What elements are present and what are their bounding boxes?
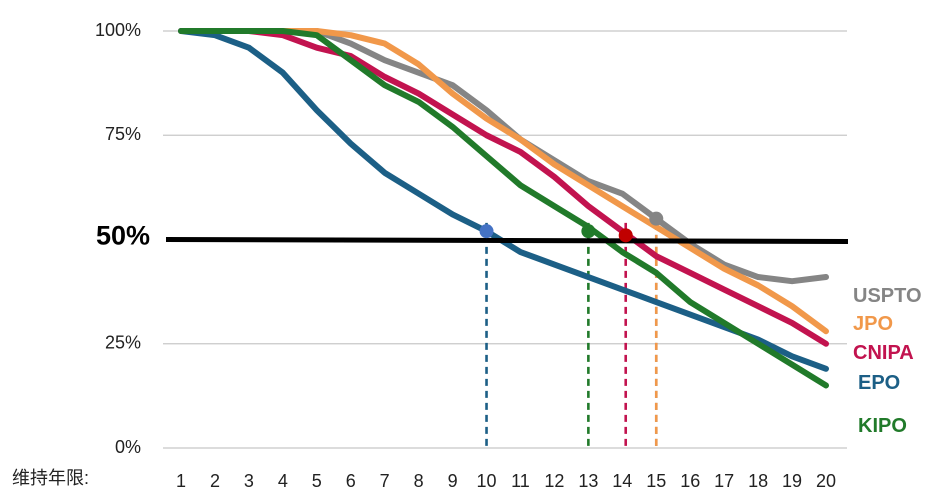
x-tick-label: 13: [578, 471, 598, 490]
y-tick-label: 75%: [105, 124, 141, 144]
y-tick-label: 25%: [105, 333, 141, 353]
x-tick-label: 10: [477, 471, 497, 490]
x-tick-label: 16: [680, 471, 700, 490]
x-tick-label: 7: [380, 471, 390, 490]
series-lines: [178, 28, 829, 389]
half-life-marker: [479, 224, 494, 239]
y-tick-label: 100%: [95, 20, 141, 40]
x-tick-label: 20: [816, 471, 836, 490]
x-tick-label: 8: [414, 471, 424, 490]
x-tick-label: 19: [782, 471, 802, 490]
x-tick-label: 4: [278, 471, 288, 490]
series-label: CNIPA: [853, 342, 914, 364]
half-life-markers: [479, 211, 664, 243]
x-tick-label: 18: [748, 471, 768, 490]
x-tick-label: 5: [312, 471, 322, 490]
reference-line-group: 50%: [96, 221, 849, 251]
reference-line-label: 50%: [96, 221, 150, 251]
reference-line: [165, 237, 849, 244]
x-tick-label: 12: [544, 471, 564, 490]
half-life-marker: [649, 211, 664, 226]
x-tick-label: 14: [612, 471, 632, 490]
x-tick-label: 2: [210, 471, 220, 490]
series-label: JPO: [853, 313, 893, 335]
series-labels: USPTO JPO CNIPA EPO KIPO: [853, 285, 922, 437]
x-tick-label: 6: [346, 471, 356, 490]
series-line: [178, 28, 829, 347]
series-line: [178, 28, 829, 335]
y-axis-ticks: 0% 25% 75% 100%: [95, 20, 141, 457]
series-label: EPO: [858, 372, 900, 394]
x-tick-label: 1: [176, 471, 186, 490]
half-life-marker: [581, 224, 596, 239]
series-label: USPTO: [853, 285, 922, 307]
series-label: KIPO: [858, 415, 907, 437]
x-axis-ticks: 1 2 3 4 5 6 7 8 9 10 11 12 13 14 15 16 17 18 19 20: [176, 471, 836, 490]
x-axis-label: 维持年限:: [12, 468, 89, 488]
series-line: [178, 28, 829, 389]
x-tick-label: 9: [448, 471, 458, 490]
x-tick-label: 17: [714, 471, 734, 490]
series-line: [178, 28, 829, 372]
half-life-drop-lines: [485, 222, 658, 448]
x-tick-label: 15: [646, 471, 666, 490]
y-tick-label: 0%: [115, 437, 141, 457]
x-tick-label: 11: [511, 471, 530, 490]
x-tick-label: 3: [244, 471, 254, 490]
half-life-marker: [618, 228, 633, 243]
